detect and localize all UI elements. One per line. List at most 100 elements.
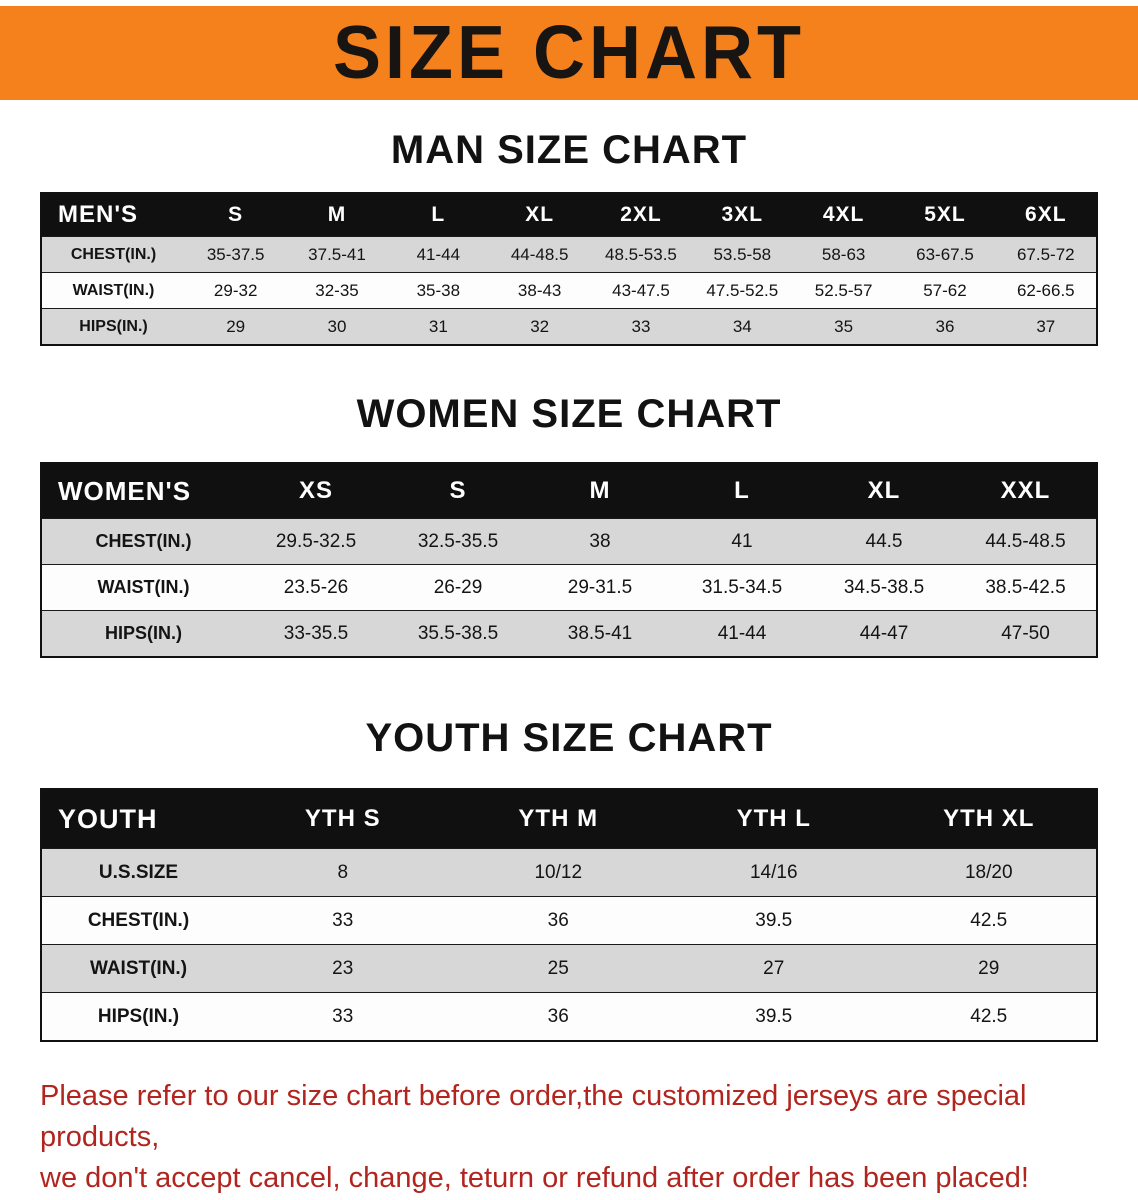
size-value-cell: 41-44 <box>671 610 813 657</box>
size-value-cell: 25 <box>450 944 666 993</box>
row-label: HIPS(IN.) <box>41 308 185 345</box>
size-value-cell: 29.5-32.5 <box>245 518 387 565</box>
size-value-cell: 47.5-52.5 <box>691 272 793 309</box>
size-value-cell: 31.5-34.5 <box>671 564 813 611</box>
disclaimer-text: Please refer to our size chart before or… <box>40 1076 1138 1200</box>
table-corner-label: WOMEN'S <box>41 463 245 519</box>
size-column-header: M <box>529 463 671 519</box>
size-value-cell: 8 <box>235 848 451 897</box>
youth-size-table: YOUTH YTH S YTH M YTH L YTH XL U.S.SIZE 8 10/12… <box>40 788 1098 1042</box>
size-value-cell: 41-44 <box>387 236 489 273</box>
men-section-heading: MAN SIZE CHART <box>390 128 748 172</box>
size-value-cell: 29-32 <box>185 272 287 309</box>
size-value-cell: 39.5 <box>666 992 882 1041</box>
row-label: CHEST(IN.) <box>41 896 235 945</box>
size-value-cell: 33 <box>235 992 451 1041</box>
size-value-cell: 67.5-72 <box>995 236 1097 273</box>
row-label: WAIST(IN.) <box>41 564 245 611</box>
size-value-cell: 33 <box>235 896 451 945</box>
size-value-cell: 33 <box>590 308 692 345</box>
table-row: HIPS(IN.) 33 36 39.5 42.5 <box>41 992 1097 1041</box>
size-value-cell: 32 <box>488 308 591 345</box>
size-value-cell: 44.5-48.5 <box>955 518 1097 565</box>
size-value-cell: 34.5-38.5 <box>813 564 955 611</box>
size-value-cell: 38.5-41 <box>529 610 671 657</box>
table-row: U.S.SIZE 8 10/12 14/16 18/20 <box>41 848 1097 897</box>
size-value-cell: 29 <box>185 308 287 345</box>
row-label: CHEST(IN.) <box>41 518 245 565</box>
size-value-cell: 29-31.5 <box>529 564 671 611</box>
size-value-cell: 53.5-58 <box>691 236 793 273</box>
size-value-cell: 42.5 <box>881 992 1097 1041</box>
size-value-cell: 43-47.5 <box>590 272 692 309</box>
row-label: WAIST(IN.) <box>41 944 235 993</box>
table-header-row: YOUTH YTH S YTH M YTH L YTH XL <box>41 789 1097 849</box>
size-value-cell: 41 <box>671 518 813 565</box>
size-value-cell: 30 <box>286 308 388 345</box>
size-value-cell: 62-66.5 <box>995 272 1097 309</box>
size-value-cell: 38.5-42.5 <box>955 564 1097 611</box>
size-value-cell: 35.5-38.5 <box>387 610 529 657</box>
table-header-row: MEN'S S M L XL 2XL 3XL 4XL 5XL 6XL <box>41 193 1097 237</box>
row-label: HIPS(IN.) <box>41 992 235 1041</box>
size-column-header: XL <box>813 463 955 519</box>
banner-title: SIZE CHART <box>333 11 805 96</box>
size-column-header: YTH M <box>450 789 666 849</box>
size-value-cell: 18/20 <box>881 848 1097 897</box>
size-column-header: XS <box>245 463 387 519</box>
size-column-header: XXL <box>955 463 1097 519</box>
size-column-header: S <box>387 463 529 519</box>
size-value-cell: 23 <box>235 944 451 993</box>
size-column-header: 3XL <box>691 193 793 237</box>
size-value-cell: 35-38 <box>387 272 489 309</box>
size-value-cell: 32-35 <box>286 272 388 309</box>
youth-section-heading: YOUTH SIZE CHART <box>365 716 773 760</box>
size-column-header: YTH XL <box>881 789 1097 849</box>
size-column-header: XL <box>488 193 591 237</box>
size-column-header: 5XL <box>894 193 996 237</box>
size-value-cell: 33-35.5 <box>245 610 387 657</box>
size-value-cell: 31 <box>387 308 489 345</box>
size-chart-banner: SIZE CHART <box>0 6 1138 100</box>
size-value-cell: 47-50 <box>955 610 1097 657</box>
disclaimer-line-1: Please refer to our size chart before or… <box>40 1080 1027 1154</box>
table-row: HIPS(IN.) 33-35.5 35.5-38.5 38.5-41 41-44 44-… <box>41 610 1097 657</box>
size-value-cell: 37.5-41 <box>286 236 388 273</box>
size-value-cell: 23.5-26 <box>245 564 387 611</box>
men-size-table: MEN'S S M L XL 2XL 3XL 4XL 5XL 6XL CHEST(IN.) 35-37… <box>40 192 1098 346</box>
size-value-cell: 14/16 <box>666 848 882 897</box>
size-value-cell: 37 <box>995 308 1097 345</box>
size-value-cell: 35-37.5 <box>185 236 287 273</box>
table-row: WAIST(IN.) 29-32 32-35 35-38 38-43 43-47.5 47.… <box>41 272 1097 309</box>
row-label: U.S.SIZE <box>41 848 235 897</box>
table-row: HIPS(IN.) 29 30 31 32 33 34 35 36 37 <box>41 308 1097 345</box>
table-row: WAIST(IN.) 23.5-26 26-29 29-31.5 31.5-34.5 34… <box>41 564 1097 611</box>
size-column-header: S <box>185 193 287 237</box>
table-row: CHEST(IN.) 33 36 39.5 42.5 <box>41 896 1097 945</box>
size-value-cell: 35 <box>792 308 895 345</box>
size-column-header: 6XL <box>995 193 1097 237</box>
size-value-cell: 63-67.5 <box>894 236 996 273</box>
table-header-row: WOMEN'S XS S M L XL XXL <box>41 463 1097 519</box>
size-value-cell: 44.5 <box>813 518 955 565</box>
size-column-header: M <box>286 193 388 237</box>
size-value-cell: 36 <box>450 992 666 1041</box>
size-column-header: 4XL <box>792 193 895 237</box>
size-value-cell: 10/12 <box>450 848 666 897</box>
size-column-header: 2XL <box>590 193 692 237</box>
size-value-cell: 38 <box>529 518 671 565</box>
women-section-heading: WOMEN SIZE CHART <box>356 392 782 436</box>
size-value-cell: 42.5 <box>881 896 1097 945</box>
table-row: CHEST(IN.) 35-37.5 37.5-41 41-44 44-48.5 48.5… <box>41 236 1097 273</box>
size-value-cell: 44-47 <box>813 610 955 657</box>
size-value-cell: 26-29 <box>387 564 529 611</box>
size-value-cell: 38-43 <box>488 272 591 309</box>
size-value-cell: 34 <box>691 308 793 345</box>
size-value-cell: 27 <box>666 944 882 993</box>
size-value-cell: 39.5 <box>666 896 882 945</box>
size-column-header: YTH S <box>235 789 451 849</box>
size-value-cell: 58-63 <box>792 236 895 273</box>
size-column-header: YTH L <box>666 789 882 849</box>
row-label: WAIST(IN.) <box>41 272 185 309</box>
table-row: WAIST(IN.) 23 25 27 29 <box>41 944 1097 993</box>
